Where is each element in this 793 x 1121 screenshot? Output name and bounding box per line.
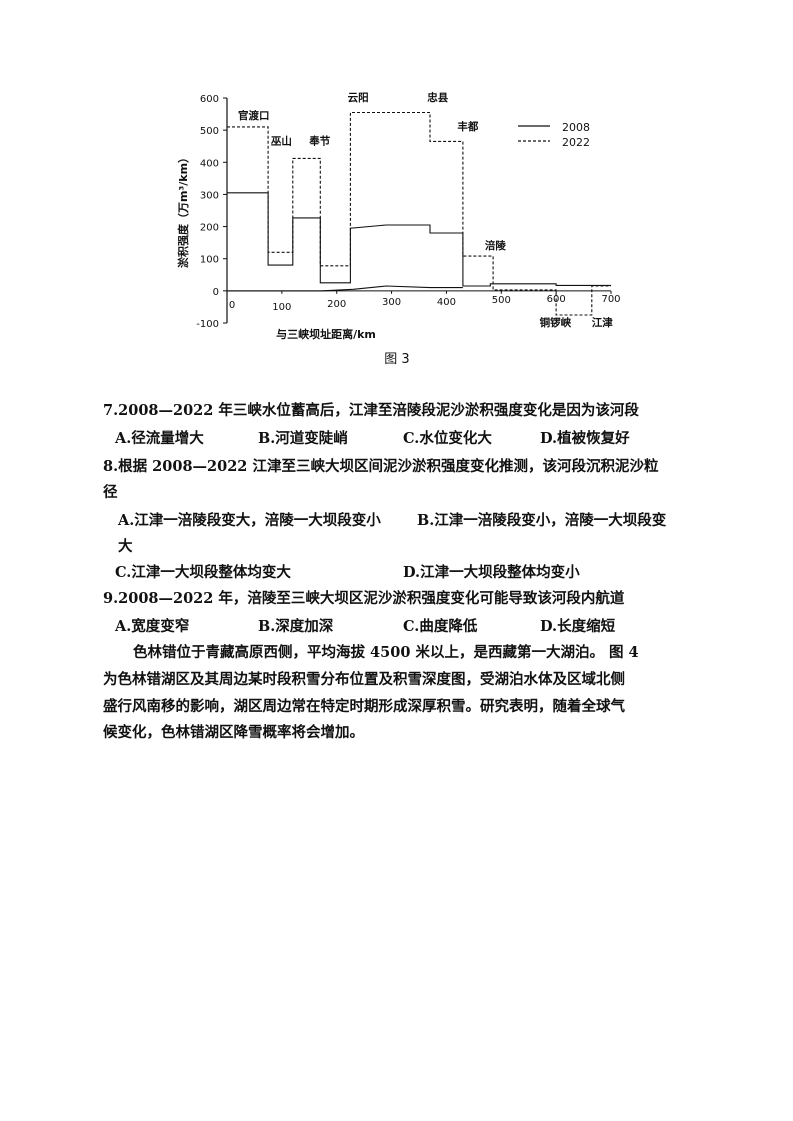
place-label: 江津 xyxy=(592,316,613,329)
question-9-stem: 9.2008—2022 年，涪陵至三峡大坝区泥沙淤积强度变化可能导致该河段内航道 xyxy=(103,590,625,607)
question-7-stem: 7.2008—2022 年三峡水位蓄高后，江津至涪陵段泥沙淤积强度变化是因为该河… xyxy=(103,402,639,419)
x-tick-label: 300 xyxy=(382,297,401,308)
y-tick-label: 200 xyxy=(200,223,219,234)
legend-label-2008: 2008 xyxy=(562,121,590,134)
q7-option-a[interactable]: A.径流量增大 xyxy=(115,430,204,447)
q7-option-d[interactable]: D.植被恢复好 xyxy=(540,430,630,447)
x-tick-label: 0 xyxy=(229,300,235,311)
q8-option-b-cont: 大 xyxy=(118,538,133,555)
place-label: 奉节 xyxy=(308,135,330,148)
paragraph-line: 盛行风南移的影响，湖区周边常在特定时期形成深厚积雪。研究表明，随着全球气 xyxy=(103,698,625,715)
legend-label-2022: 2022 xyxy=(562,136,590,149)
series-line-2008 xyxy=(227,192,611,287)
y-tick-label: 500 xyxy=(200,126,219,137)
q8-option-a[interactable]: A.江津一涪陵段变大，涪陵一大坝段变小 xyxy=(118,512,381,529)
q7-option-b[interactable]: B.河道变陡峭 xyxy=(258,430,348,447)
y-tick-label: -100 xyxy=(196,319,219,330)
x-tick-label: 700 xyxy=(601,294,620,305)
figure-caption: 图 3 xyxy=(384,352,409,367)
series-line-2022 xyxy=(227,111,611,316)
place-label: 铜锣峡 xyxy=(540,316,572,329)
q9-option-b[interactable]: B.深度加深 xyxy=(258,618,334,635)
q9-option-c[interactable]: C.曲度降低 xyxy=(403,618,478,635)
q9-option-d[interactable]: D.长度缩短 xyxy=(540,618,616,635)
place-label: 巫山 xyxy=(271,135,292,148)
y-tick-label: 400 xyxy=(200,158,219,169)
place-label: 云阳 xyxy=(348,92,369,104)
place-label: 官渡口 xyxy=(238,109,270,122)
paragraph-line: 色林错位于青藏高原西侧，平均海拔 4500 米以上，是西藏第一大湖泊。 图 4 xyxy=(133,644,639,661)
question-8-stem-cont: 径 xyxy=(103,484,118,501)
q7-option-c[interactable]: C.水位变化大 xyxy=(403,430,492,447)
place-label: 忠县 xyxy=(427,91,448,104)
y-tick-label: 600 xyxy=(200,94,219,105)
q8-option-b[interactable]: B.江津一涪陵段变小，涪陵一大坝段变 xyxy=(417,512,667,529)
paragraph-line: 为色林错湖区及其周边某时段积雪分布位置及积雪深度图，受湖泊水体及区域北侧 xyxy=(103,671,625,688)
q9-option-a[interactable]: A.宽度变窄 xyxy=(115,618,190,635)
y-tick-label: 0 xyxy=(213,287,219,298)
legend: 2008 2022 xyxy=(518,121,590,149)
place-label: 涪陵 xyxy=(485,239,506,252)
x-tick-label: 200 xyxy=(327,299,346,310)
y-tick-label: 300 xyxy=(200,190,219,201)
paragraph-line: 候变化，色林错湖区降雪概率将会增加。 xyxy=(103,724,364,741)
place-label: 丰都 xyxy=(457,120,478,133)
x-tick-label: 500 xyxy=(492,295,511,306)
q8-option-c[interactable]: C.江津一大坝段整体均变大 xyxy=(115,564,291,581)
q8-option-d[interactable]: D.江津一大坝段整体均变小 xyxy=(403,564,580,581)
x-axis-label: 与三峡坝址距离/km xyxy=(276,327,376,341)
y-tick-label: 100 xyxy=(200,255,219,266)
x-tick-label: 100 xyxy=(272,302,291,313)
question-8-stem: 8.根据 2008—2022 江津至三峡大坝区间泥沙淤积强度变化推测，该河段沉积… xyxy=(103,458,659,475)
y-axis-label: 淤积强度（万m³/km） xyxy=(176,152,190,268)
x-tick-label: 400 xyxy=(437,297,456,308)
series-line-baseline xyxy=(227,285,463,292)
